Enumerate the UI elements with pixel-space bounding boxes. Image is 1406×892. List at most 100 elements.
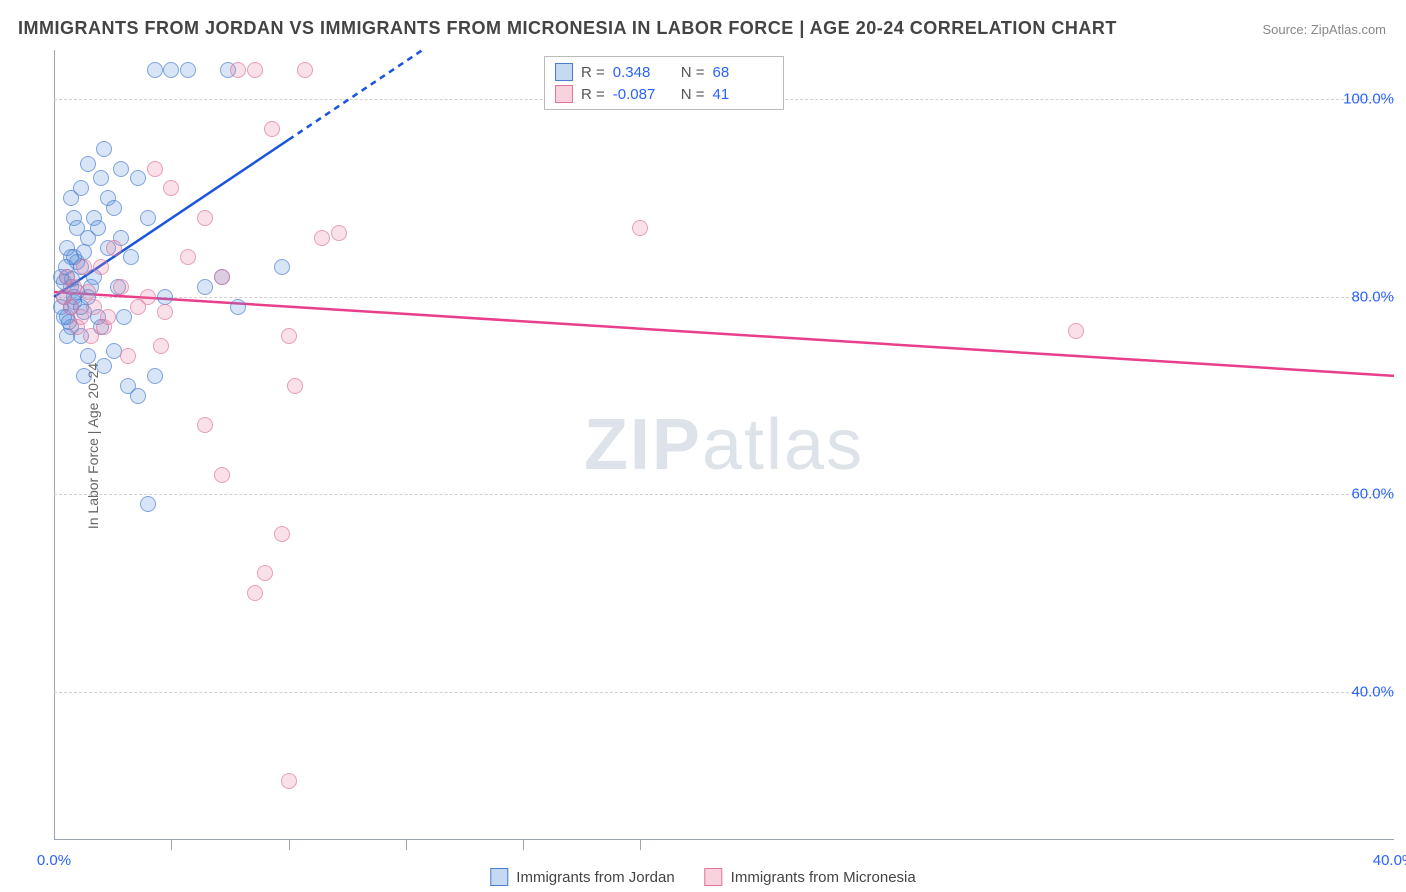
data-point: [197, 279, 213, 295]
data-point: [90, 220, 106, 236]
data-point: [297, 62, 313, 78]
data-point: [80, 284, 96, 300]
legend-item-micronesia: Immigrants from Micronesia: [705, 868, 916, 886]
data-point: [147, 368, 163, 384]
data-point: [147, 161, 163, 177]
swatch-jordan: [555, 63, 573, 81]
data-point: [214, 467, 230, 483]
data-point: [106, 240, 122, 256]
plot-area: ZIPatlas R = 0.348 N = 68 R = -0.087 N =…: [54, 50, 1394, 840]
data-point: [257, 565, 273, 581]
data-point: [632, 220, 648, 236]
data-point: [247, 62, 263, 78]
stats-row-jordan: R = 0.348 N = 68: [555, 61, 773, 83]
source-credit: Source: ZipAtlas.com: [1262, 22, 1386, 37]
ytick-label: 100.0%: [1343, 91, 1394, 108]
legend-swatch-jordan: [490, 868, 508, 886]
data-point: [59, 269, 75, 285]
legend-swatch-micronesia: [705, 868, 723, 886]
data-point: [157, 304, 173, 320]
n-label: N =: [681, 86, 705, 103]
correlation-stats-box: R = 0.348 N = 68 R = -0.087 N = 41: [544, 56, 784, 110]
data-point: [76, 368, 92, 384]
stats-row-micronesia: R = -0.087 N = 41: [555, 83, 773, 105]
legend-label-micronesia: Immigrants from Micronesia: [731, 869, 916, 886]
data-point: [314, 230, 330, 246]
data-point: [274, 259, 290, 275]
data-point: [80, 156, 96, 172]
data-point: [197, 210, 213, 226]
data-point: [274, 526, 290, 542]
data-point: [69, 220, 85, 236]
data-point: [147, 62, 163, 78]
xtick-mark: [289, 840, 290, 850]
data-point: [140, 289, 156, 305]
watermark-zip: ZIP: [584, 405, 702, 485]
legend-label-jordan: Immigrants from Jordan: [516, 869, 674, 886]
data-point: [130, 388, 146, 404]
data-point: [140, 210, 156, 226]
data-point: [140, 496, 156, 512]
n-value-micronesia: 41: [713, 86, 773, 103]
data-point: [113, 279, 129, 295]
data-point: [230, 62, 246, 78]
data-point: [76, 259, 92, 275]
xtick-label: 0.0%: [37, 852, 71, 869]
data-point: [93, 170, 109, 186]
data-point: [96, 141, 112, 157]
xtick-mark: [406, 840, 407, 850]
r-value-micronesia: -0.087: [613, 86, 673, 103]
data-point: [264, 121, 280, 137]
watermark-atlas: atlas: [702, 405, 864, 485]
data-point: [73, 180, 89, 196]
data-point: [130, 170, 146, 186]
legend: Immigrants from Jordan Immigrants from M…: [490, 868, 915, 886]
data-point: [281, 773, 297, 789]
data-point: [157, 289, 173, 305]
data-point: [230, 299, 246, 315]
ytick-label: 60.0%: [1351, 486, 1394, 503]
legend-item-jordan: Immigrants from Jordan: [490, 868, 674, 886]
data-point: [331, 225, 347, 241]
data-point: [163, 62, 179, 78]
y-axis-line: [54, 50, 55, 840]
chart-title: IMMIGRANTS FROM JORDAN VS IMMIGRANTS FRO…: [18, 18, 1117, 39]
data-point: [153, 338, 169, 354]
n-label: N =: [681, 64, 705, 81]
data-point: [163, 180, 179, 196]
data-point: [180, 62, 196, 78]
xtick-mark: [523, 840, 524, 850]
gridline: [54, 494, 1394, 495]
watermark: ZIPatlas: [584, 404, 864, 486]
gridline: [54, 692, 1394, 693]
data-point: [93, 259, 109, 275]
data-point: [197, 417, 213, 433]
data-point: [80, 348, 96, 364]
data-point: [123, 249, 139, 265]
data-point: [1068, 323, 1084, 339]
data-point: [106, 200, 122, 216]
data-point: [100, 309, 116, 325]
xtick-mark: [640, 840, 641, 850]
data-point: [120, 348, 136, 364]
data-point: [214, 269, 230, 285]
r-label: R =: [581, 64, 605, 81]
data-point: [247, 585, 263, 601]
xtick-label: 40.0%: [1373, 852, 1406, 869]
data-point: [287, 378, 303, 394]
x-axis-line: [54, 839, 1394, 840]
n-value-jordan: 68: [713, 64, 773, 81]
r-value-jordan: 0.348: [613, 64, 673, 81]
gridline: [54, 297, 1394, 298]
data-point: [113, 161, 129, 177]
data-point: [180, 249, 196, 265]
trendlines-svg: [54, 50, 1394, 840]
data-point: [116, 309, 132, 325]
swatch-micronesia: [555, 85, 573, 103]
data-point: [83, 328, 99, 344]
data-point: [281, 328, 297, 344]
ytick-label: 40.0%: [1351, 683, 1394, 700]
data-point: [96, 358, 112, 374]
xtick-mark: [171, 840, 172, 850]
r-label: R =: [581, 86, 605, 103]
